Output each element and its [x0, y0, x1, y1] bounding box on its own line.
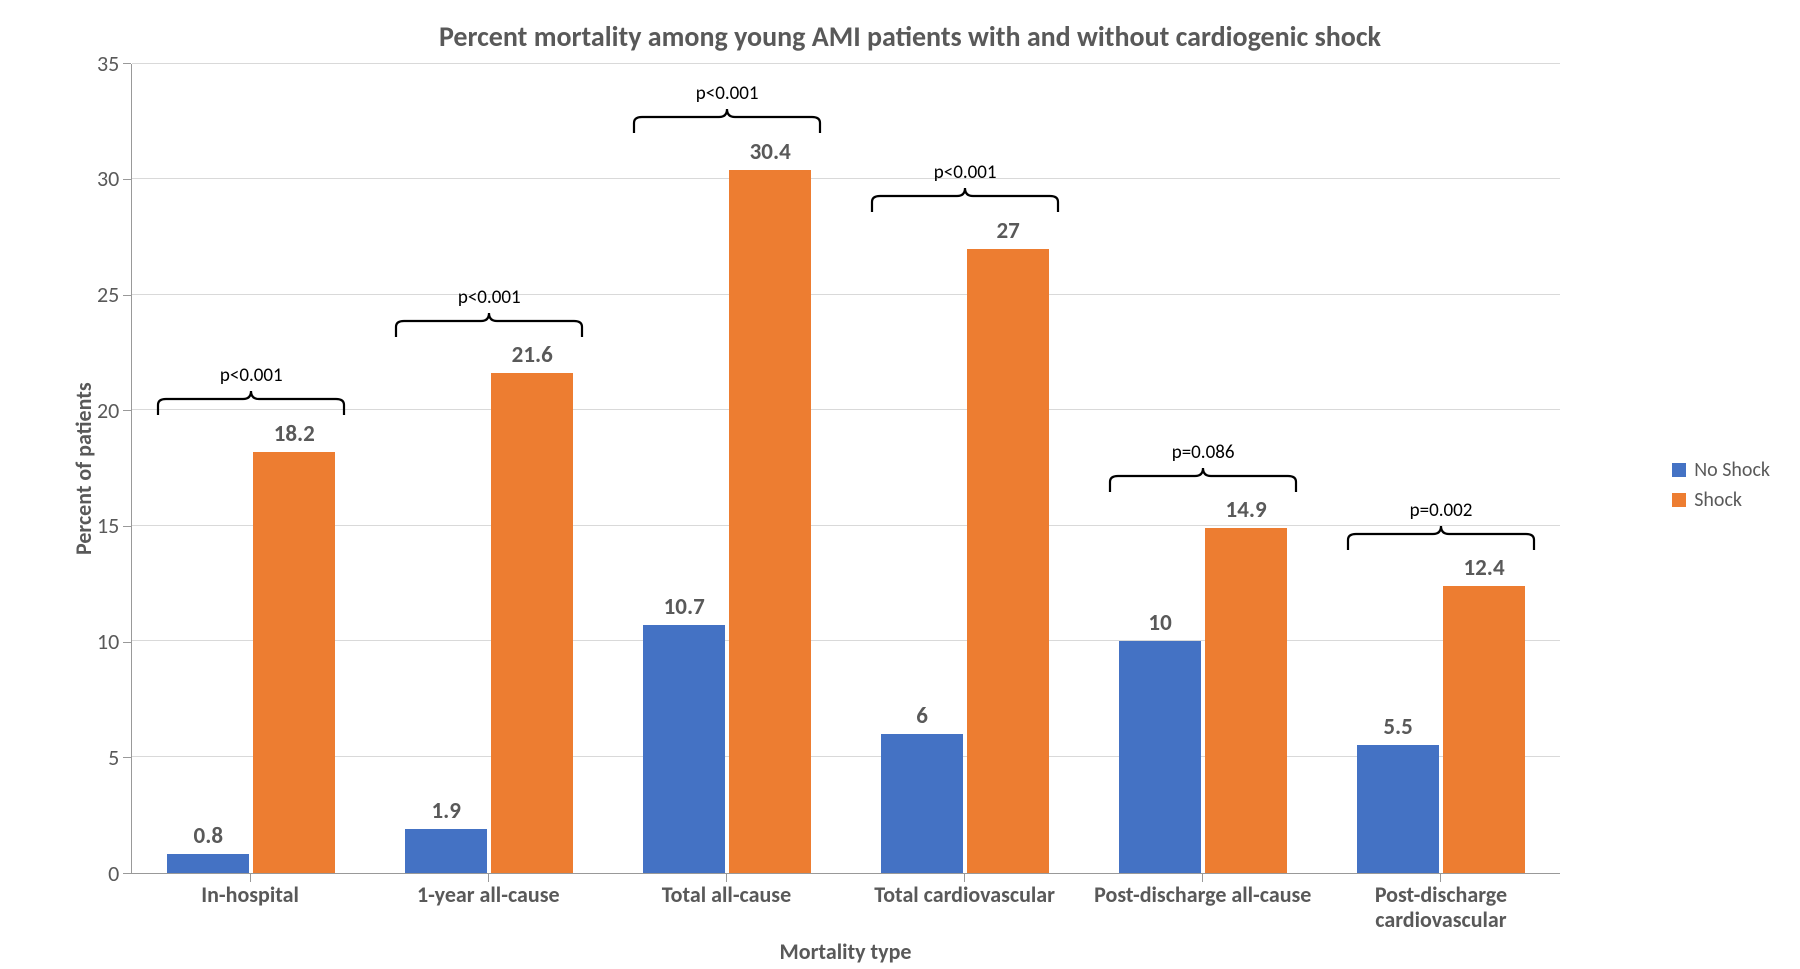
- x-tick: Post-discharge cardiovascular: [1322, 882, 1560, 933]
- x-tick: Total all-cause: [607, 882, 845, 933]
- x-tick: 1-year all-cause: [369, 882, 607, 933]
- p-value-label: p<0.001: [696, 82, 759, 105]
- bar: 12.4: [1443, 586, 1525, 873]
- p-value-label: p<0.001: [220, 364, 283, 387]
- bar-value-label: 21.6: [512, 341, 553, 369]
- bar: 18.2: [253, 452, 335, 873]
- bar-group: 1014.9 p=0.086: [1084, 64, 1322, 873]
- x-tick: In-hospital: [131, 882, 369, 933]
- bar-value-label: 6: [916, 702, 928, 730]
- p-value-label: p=0.086: [1172, 441, 1235, 464]
- y-tick-label: 10: [97, 631, 119, 653]
- bar-value-label: 12.4: [1463, 554, 1504, 582]
- legend-label: Shock: [1694, 488, 1742, 512]
- bar: 0.8: [167, 854, 249, 872]
- bar-value-label: 14.9: [1226, 496, 1267, 524]
- plot-area: 0.818.2 p<0.0011.921.6 p<0.00110.730.4 p…: [131, 64, 1560, 874]
- x-tick-label: Post-discharge all-cause: [1094, 882, 1311, 907]
- legend-swatch: [1672, 493, 1686, 507]
- bar: 21.6: [491, 373, 573, 872]
- legend: No Shock Shock: [1672, 452, 1770, 518]
- y-axis-label: Percent of patients: [60, 64, 97, 874]
- bar: 5.5: [1357, 745, 1439, 872]
- bar-group: 5.512.4 p=0.002: [1322, 64, 1560, 873]
- significance-bracket: [628, 105, 826, 135]
- chart-container: Percent mortality among young AMI patien…: [0, 0, 1800, 969]
- y-tick-label: 25: [97, 284, 119, 306]
- y-tick-label: 15: [97, 515, 119, 537]
- bar: 10.7: [643, 625, 725, 872]
- significance-bracket: [866, 184, 1064, 214]
- bar-value-label: 27: [996, 217, 1019, 245]
- significance-bracket: [1104, 464, 1302, 494]
- y-tick-label: 20: [97, 400, 119, 422]
- y-tick-label: 35: [97, 53, 119, 75]
- bar-group: 10.730.4 p<0.001: [608, 64, 846, 873]
- x-tick-label: Total cardiovascular: [874, 882, 1055, 907]
- x-tick-label: 1-year all-cause: [417, 882, 560, 907]
- x-tick-label: In-hospital: [201, 882, 299, 907]
- p-value-label: p=0.002: [1410, 499, 1473, 522]
- x-axis: In-hospital 1-year all-cause Total all-cau…: [131, 882, 1560, 933]
- significance-bracket: [390, 309, 588, 339]
- y-tick-label: 0: [108, 863, 119, 885]
- bar-value-label: 1.9: [432, 797, 461, 825]
- significance-bracket: [152, 387, 350, 417]
- bars-container: 0.818.2 p<0.0011.921.6 p<0.00110.730.4 p…: [132, 64, 1560, 873]
- legend-item: Shock: [1672, 488, 1770, 512]
- plot-wrapper: Percent of patients 35302520151050 0.818…: [60, 64, 1560, 874]
- x-tick: Total cardiovascular: [846, 882, 1084, 933]
- bar: 27: [967, 249, 1049, 873]
- bar: 6: [881, 734, 963, 873]
- bar-group: 1.921.6 p<0.001: [370, 64, 608, 873]
- bar-value-label: 5.5: [1383, 713, 1412, 741]
- bar-value-label: 18.2: [274, 420, 315, 448]
- bar-value-label: 0.8: [194, 822, 223, 850]
- bar-value-label: 10.7: [664, 593, 705, 621]
- x-tick-label: Total all-cause: [662, 882, 791, 907]
- bar: 14.9: [1205, 528, 1287, 872]
- x-axis-label: Mortality type: [131, 938, 1560, 965]
- legend-swatch: [1672, 463, 1686, 477]
- bar-group: 627 p<0.001: [846, 64, 1084, 873]
- legend-item: No Shock: [1672, 458, 1770, 482]
- p-value-label: p<0.001: [934, 161, 997, 184]
- x-tick-label: Post-discharge cardiovascular: [1328, 882, 1554, 933]
- x-tick: Post-discharge all-cause: [1084, 882, 1322, 933]
- bar-value-label: 10: [1148, 609, 1171, 637]
- bar-group: 0.818.2 p<0.001: [132, 64, 370, 873]
- y-tick-label: 5: [108, 747, 119, 769]
- bar-value-label: 30.4: [750, 138, 791, 166]
- legend-label: No Shock: [1694, 458, 1770, 482]
- bar: 10: [1119, 641, 1201, 872]
- bar: 1.9: [405, 829, 487, 873]
- chart-title: Percent mortality among young AMI patien…: [60, 20, 1760, 54]
- y-axis: 35302520151050: [97, 64, 131, 874]
- y-tick-label: 30: [97, 168, 119, 190]
- significance-bracket: [1342, 522, 1540, 552]
- p-value-label: p<0.001: [458, 286, 521, 309]
- bar: 30.4: [729, 170, 811, 873]
